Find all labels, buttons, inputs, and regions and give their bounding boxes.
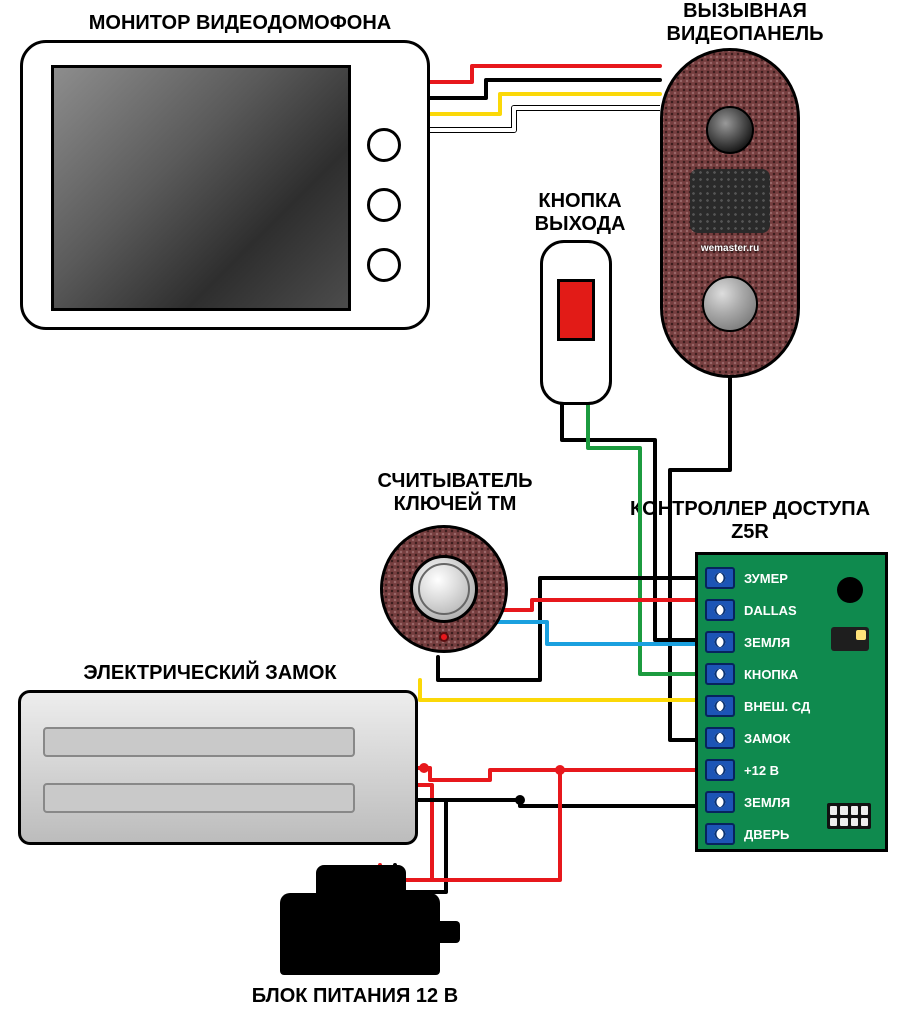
terminal-label: ВНЕШ. СД (744, 699, 810, 714)
controller-buzzer-icon (837, 577, 863, 603)
terminal-label: ЗЕМЛЯ (744, 635, 790, 650)
terminal-+12 в (705, 759, 735, 781)
exit-button-device (540, 240, 612, 405)
terminal-label: ДВЕРЬ (744, 827, 789, 842)
controller-chip-icon (831, 627, 869, 651)
speaker-grille (690, 169, 770, 233)
access-controller-device: ЗУМЕР DALLAS ЗЕМЛЯ КНОПКА ВНЕШ. СД ЗАМОК +12 В… (695, 552, 888, 852)
call-button (702, 276, 758, 332)
power-supply-device (280, 865, 455, 975)
lock-bar-2 (43, 783, 355, 813)
terminal-зумер (705, 567, 735, 589)
psu-plug (440, 921, 460, 943)
exit-button-red (557, 279, 595, 341)
controller-dip-icon (827, 803, 871, 829)
monitor-screen (51, 65, 351, 311)
call-panel-device: wemaster.ru (660, 48, 800, 378)
terminal-внеш. сд (705, 695, 735, 717)
terminal-label: КНОПКА (744, 667, 798, 682)
terminal-label: +12 В (744, 763, 779, 778)
terminal-label: ЗУМЕР (744, 571, 788, 586)
terminal-label: ЗАМОК (744, 731, 790, 746)
terminal-dallas (705, 599, 735, 621)
brand-label: wemaster.ru (701, 243, 759, 254)
camera-icon (706, 106, 754, 154)
terminal-дверь (705, 823, 735, 845)
monitor-button-2 (367, 188, 401, 222)
monitor-button-1 (367, 128, 401, 162)
tm-key-reader-device (380, 525, 508, 653)
terminal-кнопка (705, 663, 735, 685)
terminal-земля (705, 631, 735, 653)
lock-bar-1 (43, 727, 355, 757)
psu-body (280, 893, 440, 975)
video-monitor-device (20, 40, 430, 330)
terminal-label: DALLAS (744, 603, 797, 618)
monitor-button-3 (367, 248, 401, 282)
reader-contact (410, 555, 478, 623)
terminal-земля (705, 791, 735, 813)
terminal-замок (705, 727, 735, 749)
terminal-label: ЗЕМЛЯ (744, 795, 790, 810)
reader-led-icon (439, 632, 449, 642)
electric-lock-device (18, 690, 418, 845)
